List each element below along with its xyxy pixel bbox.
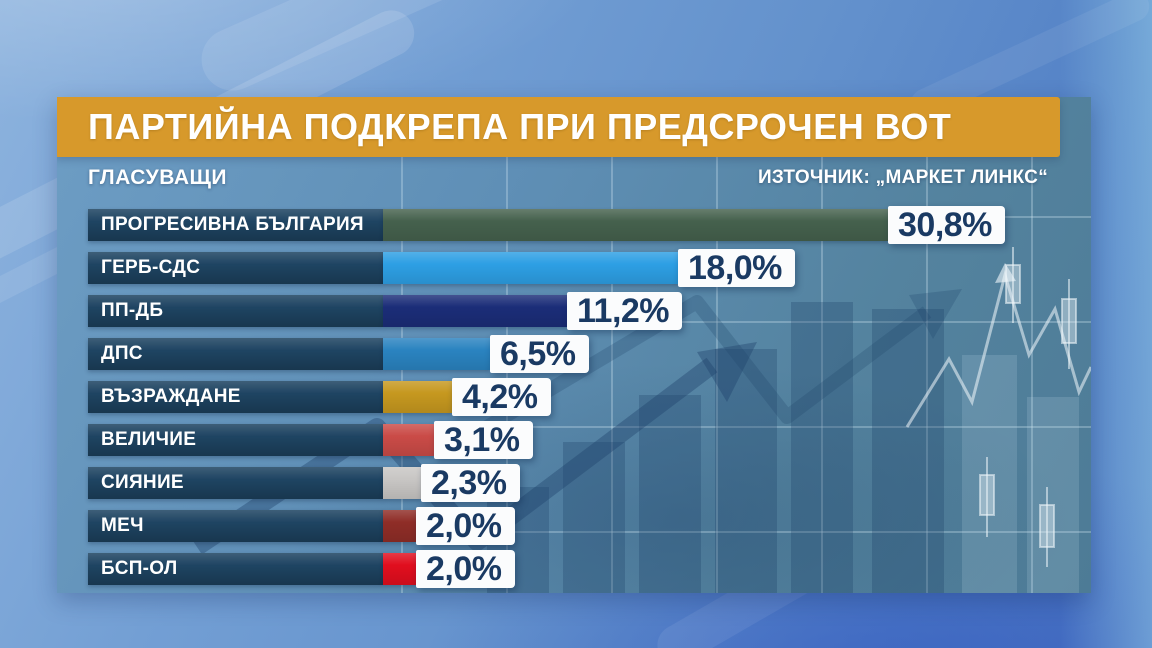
page-title: ПАРТИЙНА ПОДКРЕПА ПРИ ПРЕДСРОЧЕН ВОТ	[88, 106, 952, 147]
value-box: 2,0%	[416, 507, 515, 545]
trend-arrow	[483, 289, 962, 434]
chart-row: ПП-ДБ 11,2%	[88, 292, 1088, 330]
value-box: 4,2%	[452, 378, 551, 416]
value-box: 2,0%	[416, 550, 515, 588]
chart-row: ВЕЛИЧИЕ 3,1%	[88, 421, 1088, 459]
chart-row: БСП-ОЛ 2,0%	[88, 550, 1088, 588]
bar-segment	[383, 467, 421, 499]
value-box: 2,3%	[421, 464, 520, 502]
bar-chart: ПРОГРЕСИВНА БЪЛГАРИЯ 30,8% ГЕРБ-СДС 18,0% ПП…	[88, 206, 1088, 588]
value-box: 30,8%	[888, 206, 1005, 244]
chart-panel: ПАРТИЙНА ПОДКРЕПА ПРИ ПРЕДСРОЧЕН ВОТ ГЛА…	[57, 97, 1091, 593]
party-label: ДПС	[88, 338, 383, 370]
party-label: БСП-ОЛ	[88, 553, 383, 585]
value-box: 11,2%	[567, 292, 683, 330]
title-banner: ПАРТИЙНА ПОДКРЕПА ПРИ ПРЕДСРОЧЕН ВОТ	[57, 97, 1060, 157]
chart-row: ГЕРБ-СДС 18,0%	[88, 249, 1088, 287]
group-label: ГЛАСУВАЩИ	[88, 165, 227, 189]
bar-segment	[383, 295, 567, 327]
party-label: ПРОГРЕСИВНА БЪЛГАРИЯ	[88, 209, 383, 241]
bar-segment	[383, 209, 888, 241]
chart-row: ДПС 6,5%	[88, 335, 1088, 373]
chart-row: СИЯНИЕ 2,3%	[88, 464, 1088, 502]
party-label: ПП-ДБ	[88, 295, 383, 327]
subheader: ГЛАСУВАЩИ ИЗТОЧНИК: „МАРКЕТ ЛИНКС“	[88, 164, 1048, 191]
bar-segment	[383, 553, 416, 585]
chart-row: ВЪЗРАЖДАНЕ 4,2%	[88, 378, 1088, 416]
party-label: СИЯНИЕ	[88, 467, 383, 499]
value-box: 3,1%	[434, 421, 533, 459]
party-label: ВЕЛИЧИЕ	[88, 424, 383, 456]
bar-segment	[383, 252, 678, 284]
bar-segment	[383, 510, 416, 542]
party-label: МЕЧ	[88, 510, 383, 542]
bar-segment	[383, 381, 452, 413]
candlestick-icons	[979, 247, 1077, 567]
value-box: 6,5%	[490, 335, 589, 373]
chart-row: ПРОГРЕСИВНА БЪЛГАРИЯ 30,8%	[88, 206, 1088, 244]
column-silhouettes	[487, 302, 944, 593]
source-label: ИЗТОЧНИК: „МАРКЕТ ЛИНКС“	[757, 166, 1048, 188]
party-label: ВЪЗРАЖДАНЕ	[88, 381, 383, 413]
value-box: 18,0%	[678, 249, 795, 287]
bar-segment	[383, 424, 434, 456]
party-label: ГЕРБ-СДС	[88, 252, 383, 284]
chart-row: МЕЧ 2,0%	[88, 507, 1088, 545]
bar-segment	[383, 338, 490, 370]
